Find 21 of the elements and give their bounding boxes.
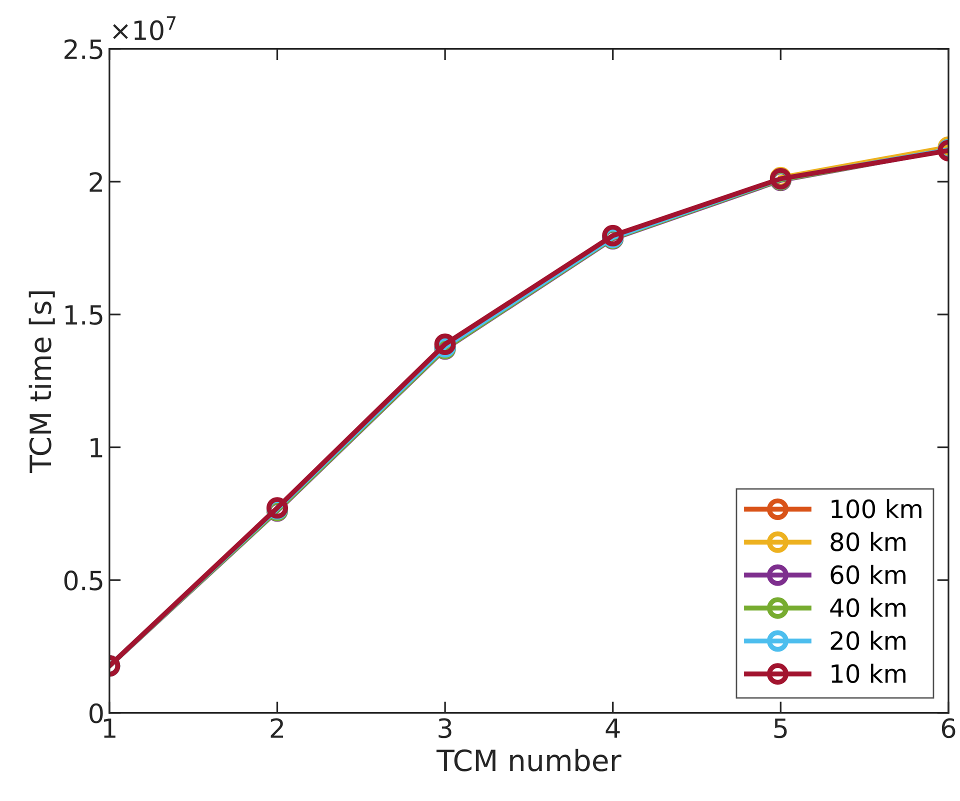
legend-label: 60 km xyxy=(830,564,906,584)
legend-label: 80 km xyxy=(830,532,906,552)
y-tick-label: 1.5 xyxy=(66,305,102,325)
x-tick-label: 2 xyxy=(270,718,283,738)
x-tick-label: 4 xyxy=(606,718,620,738)
legend-label: 20 km xyxy=(830,630,906,650)
x-tick-label: 1 xyxy=(104,718,116,738)
legend-label: 10 km xyxy=(832,664,906,684)
legend-label: 100 km xyxy=(832,498,922,518)
y-tick-label: 2 xyxy=(90,172,102,192)
y-axis-title: TCM time [s] xyxy=(28,291,55,473)
x-tick-label: 5 xyxy=(774,718,787,738)
y-tick-label: 1 xyxy=(90,438,102,458)
x-axis-title: TCM number xyxy=(436,748,622,772)
text: ×10$^{7}$ xyxy=(113,16,176,40)
y-tick-label: 2.5 xyxy=(64,39,102,60)
y-tick-label: 0 xyxy=(90,703,103,724)
y-tick-label: 0.5 xyxy=(64,570,102,590)
x-tick-label: 6 xyxy=(942,718,956,738)
x-tick-label: 3 xyxy=(438,718,452,738)
legend-label: 40 km xyxy=(830,598,906,618)
